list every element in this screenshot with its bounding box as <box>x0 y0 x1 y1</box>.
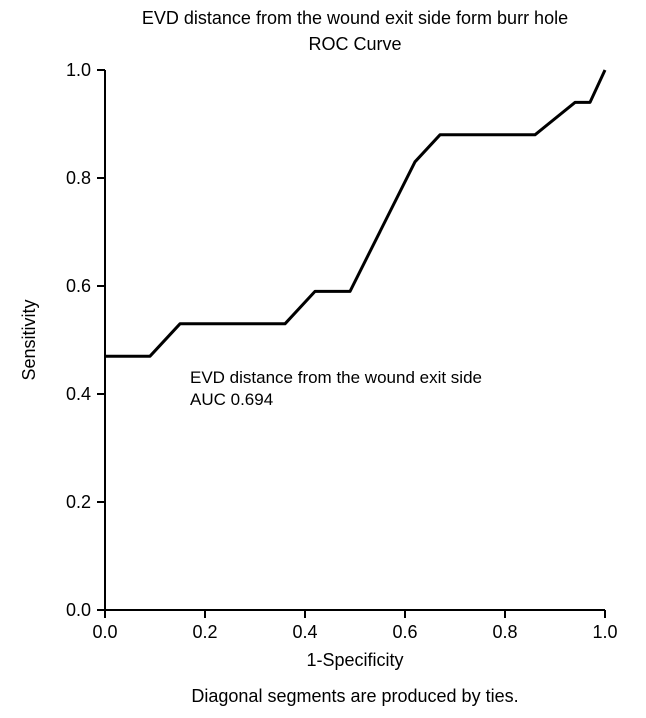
annotation-line-2: AUC 0.694 <box>190 390 273 409</box>
x-tick-label: 0.8 <box>492 622 517 642</box>
x-tick-label: 0.4 <box>292 622 317 642</box>
y-tick-label: 0.4 <box>66 384 91 404</box>
x-axis-label: 1-Specificity <box>306 650 403 670</box>
chart-subtitle: ROC Curve <box>308 34 401 54</box>
y-tick-label: 0.0 <box>66 600 91 620</box>
y-axis-label: Sensitivity <box>19 299 39 380</box>
chart-container: EVD distance from the wound exit side fo… <box>0 0 646 718</box>
x-tick-label: 0.6 <box>392 622 417 642</box>
roc-chart-svg: EVD distance from the wound exit side fo… <box>0 0 646 718</box>
y-tick-label: 1.0 <box>66 60 91 80</box>
x-tick-label: 1.0 <box>592 622 617 642</box>
chart-footer: Diagonal segments are produced by ties. <box>191 686 518 706</box>
y-tick-label: 0.8 <box>66 168 91 188</box>
y-tick-label: 0.6 <box>66 276 91 296</box>
x-tick-label: 0.2 <box>192 622 217 642</box>
x-tick-label: 0.0 <box>92 622 117 642</box>
annotation-line-1: EVD distance from the wound exit side <box>190 368 482 387</box>
y-tick-label: 0.2 <box>66 492 91 512</box>
chart-title: EVD distance from the wound exit side fo… <box>142 8 568 28</box>
